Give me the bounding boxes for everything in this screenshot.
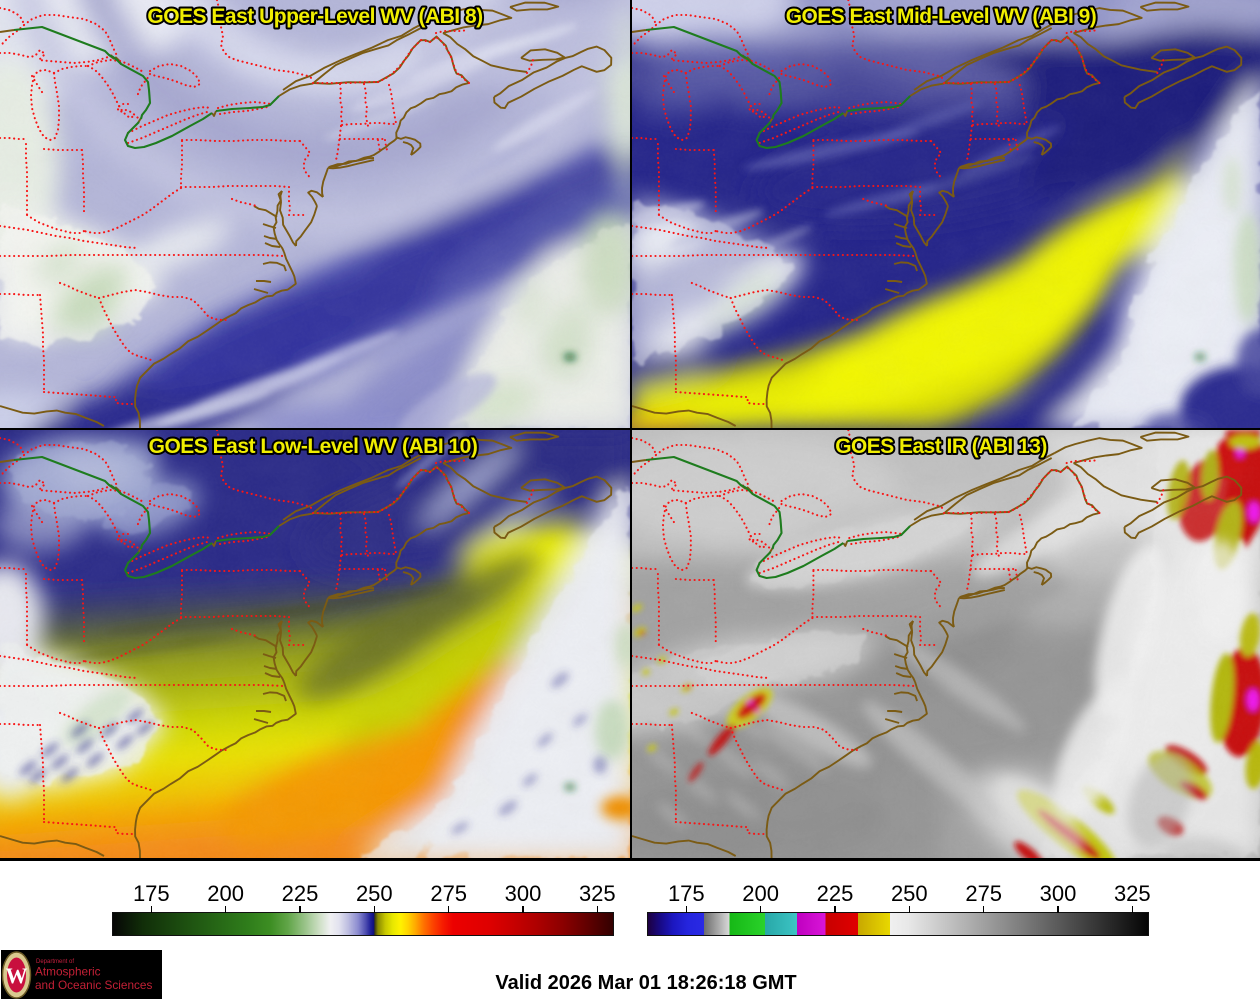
svg-text:and Oceanic Sciences: and Oceanic Sciences xyxy=(35,978,152,992)
svg-text:Department of: Department of xyxy=(36,959,74,965)
svg-text:GOES East IR (ABI 13): GOES East IR (ABI 13) xyxy=(835,435,1047,458)
svg-text:GOES East Low-Level WV (ABI 10: GOES East Low-Level WV (ABI 10) xyxy=(149,435,478,458)
svg-text:GOES East Mid-Level WV (ABI 9): GOES East Mid-Level WV (ABI 9) xyxy=(786,5,1097,28)
svg-text:W: W xyxy=(6,963,28,988)
svg-text:GOES East Upper-Level WV (ABI: GOES East Upper-Level WV (ABI 8) xyxy=(147,5,482,28)
svg-text:Atmospheric: Atmospheric xyxy=(35,965,101,979)
